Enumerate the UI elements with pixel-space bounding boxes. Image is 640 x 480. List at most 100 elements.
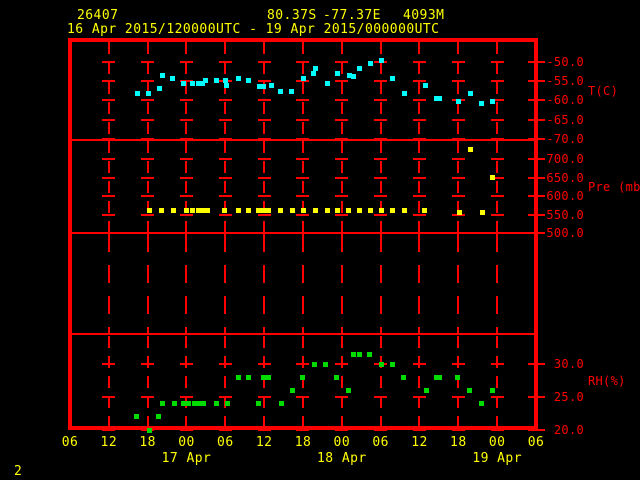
- humidity-grid-tick: [102, 363, 116, 365]
- pressure-grid-tick: [374, 176, 388, 179]
- temperature-data-point: [278, 89, 284, 95]
- grid-column: [418, 42, 421, 139]
- grid-column: [496, 336, 499, 426]
- grid-column: [340, 42, 343, 139]
- humidity-data-point: [134, 414, 140, 420]
- pressure-data-point: [357, 207, 363, 213]
- temperature-grid-tick: [141, 61, 155, 63]
- pressure-grid-tick: [490, 176, 504, 179]
- humidity-data-point: [160, 401, 166, 407]
- temperature-grid-tick: [102, 80, 116, 83]
- temperature-data-point: [169, 76, 175, 82]
- pressure-data-point: [205, 207, 211, 213]
- humidity-grid-tick: [179, 429, 193, 431]
- humidity-grid-tick: [412, 396, 426, 398]
- grid-column: [185, 336, 188, 426]
- humidity-grid-tick: [141, 363, 155, 365]
- x-axis-hour-label: 00: [178, 435, 195, 450]
- humidity-data-point: [323, 361, 329, 367]
- pressure-grid-tick: [141, 195, 155, 197]
- pressure-data-point: [345, 207, 351, 213]
- grid-column: [457, 234, 460, 333]
- grid-column: [496, 42, 499, 139]
- pressure-data-point: [256, 207, 262, 213]
- humidity-grid-tick: [451, 363, 465, 365]
- grid-column: [340, 234, 343, 333]
- temperature-data-point: [190, 80, 196, 86]
- pressure-data-point: [183, 207, 189, 213]
- humidity-data-point: [185, 401, 191, 407]
- pressure-grid-tick: [490, 232, 504, 234]
- temperature-data-point: [160, 73, 166, 79]
- grid-column: [496, 141, 499, 232]
- humidity-data-point: [366, 351, 372, 357]
- humidity-grid-tick: [490, 363, 504, 365]
- humidity-grid-tick: [451, 429, 465, 431]
- pressure-grid-tick: [374, 195, 388, 197]
- temperature-grid-tick: [257, 80, 271, 83]
- temperature-grid-tick: [218, 99, 232, 102]
- grid-column: [301, 234, 304, 333]
- humidity-grid-tick: [412, 363, 426, 365]
- pressure-grid-tick: [335, 195, 349, 197]
- humidity-grid-tick: [218, 429, 232, 431]
- temperature-grid-tick: [102, 61, 116, 63]
- humidity-data-point: [235, 374, 241, 380]
- grid-column: [107, 234, 110, 333]
- pressure-grid-tick: [102, 213, 116, 216]
- x-axis-hour-label: 12: [100, 435, 118, 450]
- grid-column: [418, 141, 421, 232]
- pressure-grid-tick: [490, 158, 504, 160]
- temperature-tick-label: -50.0: [546, 55, 584, 69]
- humidity-grid-tick: [257, 396, 271, 398]
- humidity-data-point: [266, 374, 272, 380]
- humidity-data-point: [156, 414, 162, 420]
- pressure-grid-tick: [412, 176, 426, 179]
- humidity-data-point: [261, 374, 267, 380]
- temperature-data-point: [437, 95, 443, 101]
- humidity-data-point: [356, 351, 362, 357]
- pressure-axis-tick: [528, 158, 545, 160]
- humidity-data-point: [279, 401, 285, 407]
- humidity-data-point: [201, 401, 207, 407]
- pressure-grid-tick: [451, 158, 465, 160]
- humidity-tick-label: 25.0: [553, 390, 584, 404]
- pressure-grid-tick: [102, 176, 116, 179]
- pressure-grid-tick: [102, 232, 116, 234]
- temperature-grid-tick: [412, 99, 426, 102]
- pressure-grid-tick: [141, 158, 155, 160]
- temperature-grid-tick: [335, 80, 349, 83]
- pressure-axis-tick: [528, 213, 545, 216]
- pressure-data-point: [290, 207, 296, 213]
- humidity-data-point: [290, 387, 296, 393]
- grid-column: [340, 336, 343, 426]
- humidity-tick-label: 20.0: [553, 423, 584, 437]
- temperature-data-point: [195, 80, 201, 86]
- x-axis-hour-label: 06: [61, 435, 79, 450]
- pressure-data-point: [490, 175, 496, 180]
- grid-column: [224, 141, 227, 232]
- temperature-grid-tick: [335, 61, 349, 63]
- temperature-data-point: [367, 60, 373, 66]
- humidity-data-point: [213, 401, 219, 407]
- panel-divider: [72, 139, 534, 141]
- pressure-data-point: [171, 207, 177, 213]
- grid-column: [185, 234, 188, 333]
- x-axis-hour-label: 06: [372, 435, 389, 450]
- temperature-grid-tick: [141, 118, 155, 121]
- temperature-data-point: [334, 70, 340, 76]
- grid-column: [146, 141, 149, 232]
- plot-frame: [68, 38, 538, 430]
- humidity-data-point: [455, 374, 461, 380]
- x-axis-hour-label: 06: [527, 435, 545, 450]
- grid-column: [107, 336, 110, 426]
- pressure-grid-tick: [218, 213, 232, 216]
- humidity-grid-tick: [335, 429, 349, 431]
- x-axis-date-label: 18 Apr: [316, 451, 367, 466]
- temperature-grid-tick: [296, 80, 310, 83]
- temperature-grid-tick: [257, 99, 271, 102]
- temperature-grid-tick: [490, 80, 504, 83]
- temperature-tick-label: -60.0: [546, 93, 584, 108]
- pressure-data-point: [312, 207, 318, 213]
